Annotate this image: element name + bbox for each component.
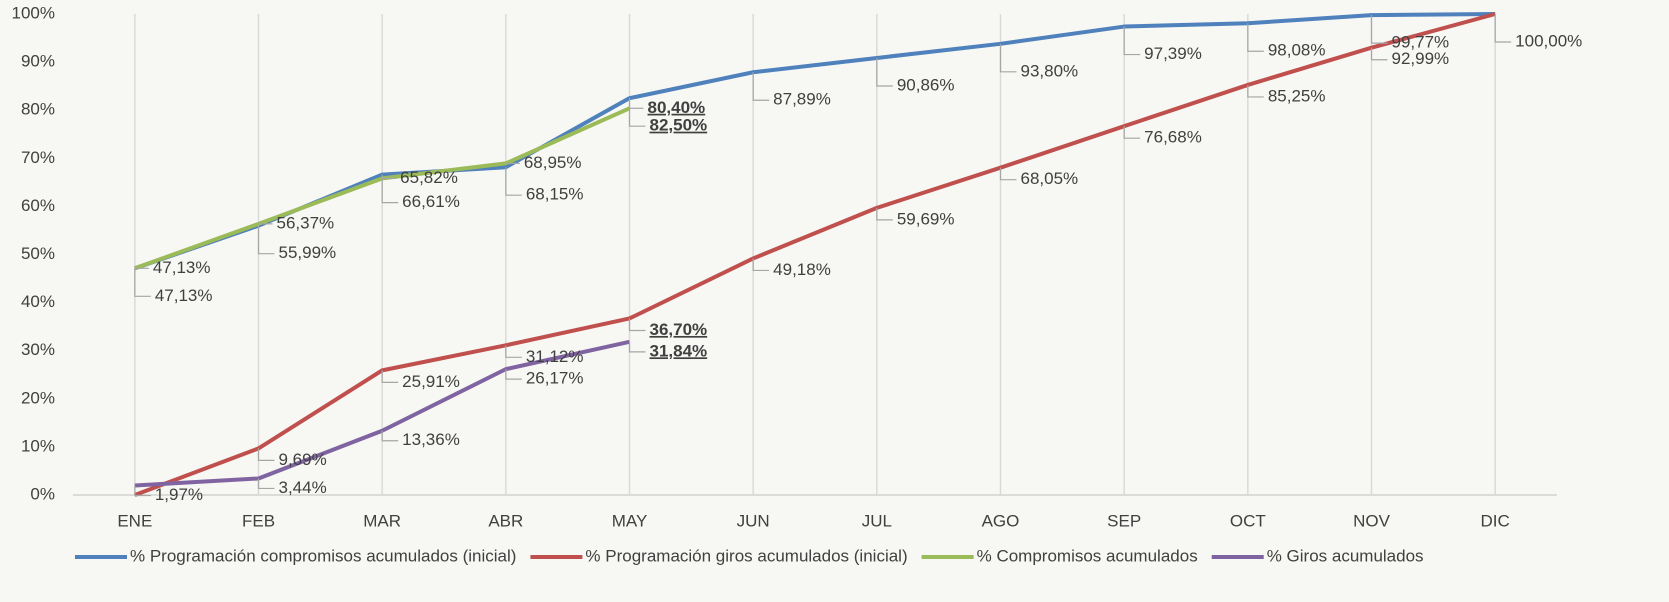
leader-line xyxy=(628,98,646,127)
x-tick-label: OCT xyxy=(1230,511,1266,530)
leader-line xyxy=(381,174,399,204)
leader-line xyxy=(876,57,893,87)
leader-line xyxy=(999,43,1017,73)
leader-line xyxy=(1494,14,1512,43)
data-label: 47,13% xyxy=(155,286,213,305)
data-label: 31,84% xyxy=(650,341,708,360)
legend-label: % Programación giros acumulados (inicial… xyxy=(585,546,907,565)
leader-line xyxy=(257,225,275,255)
data-label: 97,39% xyxy=(1144,44,1202,63)
x-tick-label: SEP xyxy=(1107,511,1141,530)
data-label: 59,69% xyxy=(897,209,955,228)
leader-line xyxy=(505,345,522,358)
legend-label: % Giros acumulados xyxy=(1267,546,1424,565)
leader-line xyxy=(257,478,275,490)
data-label: 3,44% xyxy=(279,478,327,497)
data-label: 9,69% xyxy=(279,450,327,469)
legend: % Programación compromisos acumulados (i… xyxy=(75,546,1424,565)
data-label: 13,36% xyxy=(402,430,460,449)
x-tick-label: FEB xyxy=(242,511,275,530)
leader-line xyxy=(381,430,399,442)
data-label: 98,08% xyxy=(1268,41,1326,60)
data-label: 25,91% xyxy=(402,372,460,391)
x-tick-label: AGO xyxy=(982,511,1020,530)
y-tick-label: 60% xyxy=(21,196,55,215)
data-label: 49,18% xyxy=(773,260,831,279)
data-label: 90,86% xyxy=(897,75,955,94)
y-tick-label: 30% xyxy=(21,340,55,359)
leader-line xyxy=(1123,26,1141,56)
x-tick-label: ENE xyxy=(117,511,152,530)
legend-label: % Programación compromisos acumulados (i… xyxy=(130,546,516,565)
x-tick-label: MAY xyxy=(612,511,648,530)
legend-label: % Compromisos acumulados xyxy=(977,546,1198,565)
series-line xyxy=(134,12,1496,497)
y-tick-label: 50% xyxy=(21,244,55,263)
leader-line xyxy=(381,370,399,383)
y-tick-label: 80% xyxy=(21,100,55,119)
leader-line xyxy=(628,341,646,353)
data-label: 100,00% xyxy=(1515,31,1582,50)
leader-line xyxy=(1123,126,1141,139)
data-label: 31,12% xyxy=(526,347,584,366)
data-label: 80,40% xyxy=(648,98,706,117)
y-tick-label: 10% xyxy=(21,436,55,455)
series-line xyxy=(134,12,1496,271)
data-label: 92,99% xyxy=(1392,49,1450,68)
data-label: 36,70% xyxy=(650,320,708,339)
data-label: 26,17% xyxy=(526,369,584,388)
y-tick-label: 70% xyxy=(21,148,55,167)
data-label: 68,05% xyxy=(1021,169,1079,188)
y-tick-label: 90% xyxy=(21,52,55,71)
leader-line xyxy=(1247,84,1264,98)
data-label: 76,68% xyxy=(1144,128,1202,147)
x-tick-label: ABR xyxy=(488,511,523,530)
leader-line xyxy=(134,485,151,497)
data-label: 99,77% xyxy=(1392,33,1450,52)
data-label: 87,89% xyxy=(773,90,831,109)
leader-line xyxy=(752,72,770,101)
leader-line xyxy=(876,207,893,221)
data-label: 56,37% xyxy=(277,213,335,232)
leader-line xyxy=(134,268,151,297)
leader-line xyxy=(505,369,522,380)
data-label: 85,25% xyxy=(1268,86,1326,105)
data-label: 55,99% xyxy=(279,243,337,262)
y-tick-label: 40% xyxy=(21,292,55,311)
leader-line xyxy=(1247,23,1264,52)
x-tick-label: JUN xyxy=(737,511,770,530)
data-label: 68,95% xyxy=(524,153,582,172)
data-label: 66,61% xyxy=(402,192,460,211)
data-label: 68,15% xyxy=(526,185,584,204)
y-tick-label: 100% xyxy=(12,3,55,22)
leader-line xyxy=(1370,47,1388,61)
leader-line xyxy=(628,318,646,332)
data-label: 1,97% xyxy=(155,485,203,504)
x-tick-label: DIC xyxy=(1481,511,1510,530)
leader-line xyxy=(257,448,275,461)
leader-line xyxy=(1370,15,1388,44)
series-line xyxy=(134,339,630,488)
x-tick-label: NOV xyxy=(1353,511,1391,530)
data-label: 82,50% xyxy=(650,116,708,135)
y-tick-label: 20% xyxy=(21,388,55,407)
leader-line xyxy=(752,258,770,272)
x-tick-label: MAR xyxy=(363,511,401,530)
leader-line xyxy=(505,167,522,196)
y-tick-label: 0% xyxy=(30,484,55,503)
data-label: 93,80% xyxy=(1021,61,1079,80)
x-tick-label: JUL xyxy=(862,511,892,530)
data-label: 47,13% xyxy=(153,258,211,277)
data-label: 65,82% xyxy=(400,168,458,187)
leader-line xyxy=(999,167,1017,181)
